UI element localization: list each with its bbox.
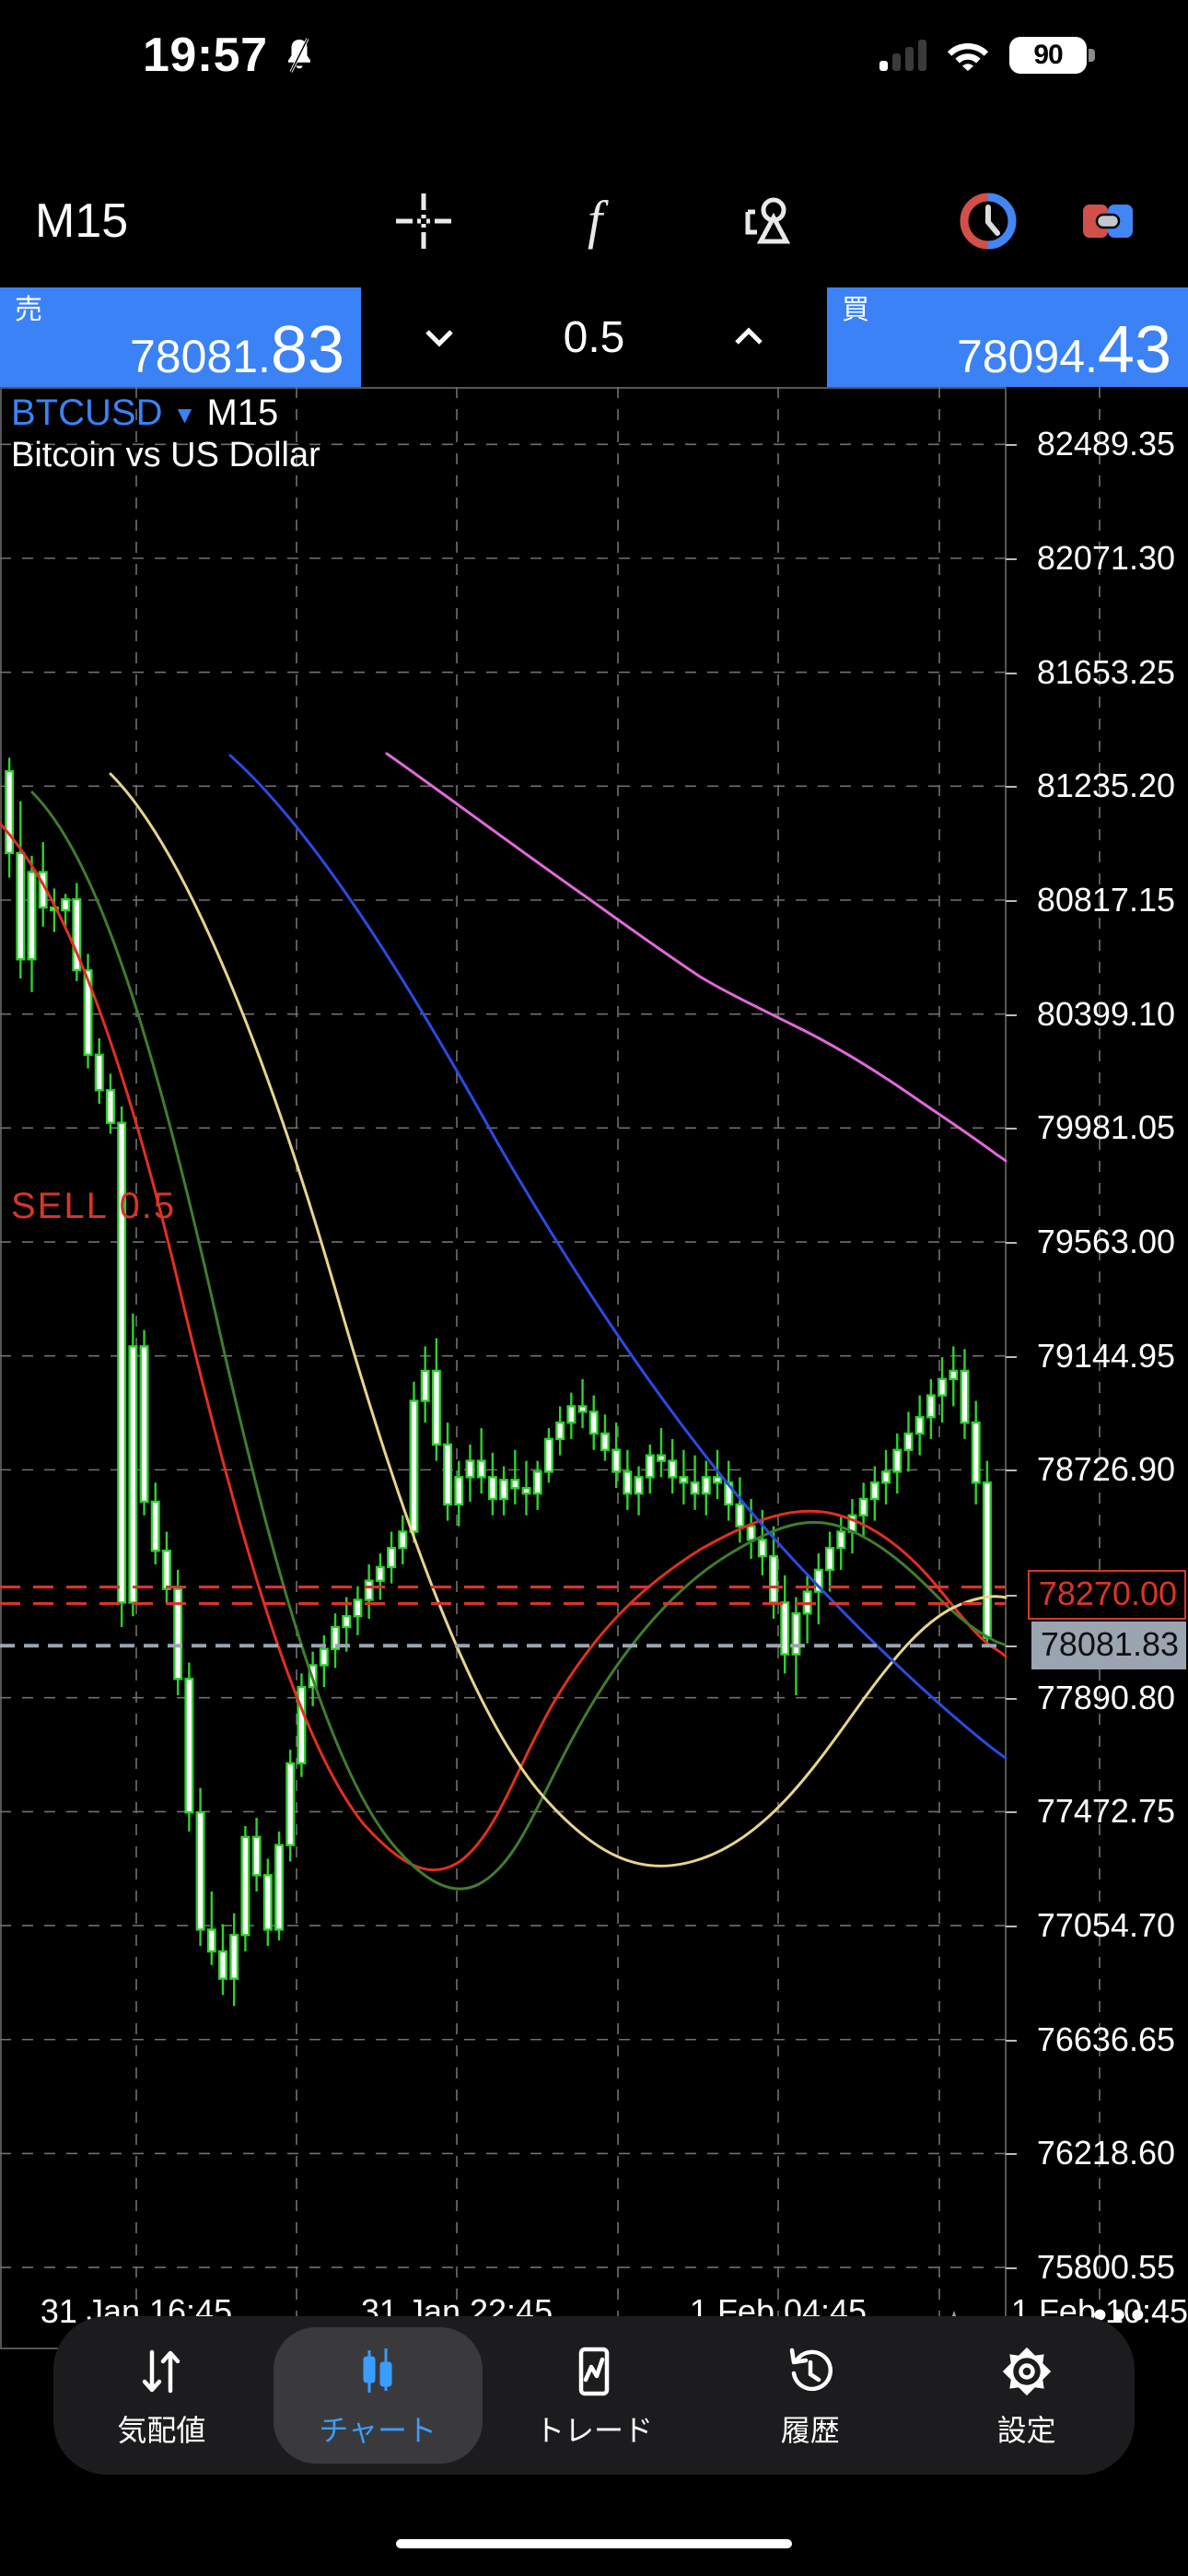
price-axis-tick-mark (1006, 2153, 1017, 2156)
quotes-arrows-icon (134, 2341, 188, 2398)
chevron-up-icon[interactable] (728, 316, 770, 358)
svg-text:f: f (588, 192, 609, 250)
status-bar-right: 90 (879, 37, 1095, 74)
price-axis-tick-mark (1006, 1926, 1017, 1928)
nav-item-trade[interactable]: トレード (490, 2327, 699, 2464)
volume-value[interactable]: 0.5 (563, 312, 625, 362)
nav-item-quotes[interactable]: 気配値 (57, 2327, 266, 2464)
price-axis-tick: 76636.65 (1036, 2020, 1175, 2058)
sell-label: 売 (15, 295, 42, 325)
volume-stepper: 0.5 (361, 287, 827, 387)
status-bar-left: 19:57 (143, 28, 318, 83)
home-indicator (396, 2539, 792, 2548)
price-axis-tick: 81653.25 (1036, 652, 1175, 691)
price-axis-tick-mark (1006, 900, 1017, 902)
price-axis-tick: 77890.80 (1036, 1678, 1175, 1716)
objects-icon[interactable] (730, 185, 802, 257)
ma-yellow (109, 772, 1007, 1868)
price-axis-tick: 76218.60 (1036, 2134, 1175, 2172)
nav-item-chart[interactable]: チャート (273, 2327, 483, 2464)
buy-button[interactable]: 買 78094.43 (827, 287, 1188, 387)
toolbar-right-group (952, 185, 1144, 257)
price-axis-tick: 79981.05 (1036, 1108, 1175, 1147)
price-axis-tick: 78726.90 (1036, 1450, 1175, 1489)
price-axis-tick-mark (1006, 672, 1017, 674)
price-axis-tick-mark (1006, 444, 1017, 447)
nav-label-trade: トレード (534, 2414, 653, 2447)
sell-price-dec: 83 (270, 313, 344, 387)
price-axis-tick: 79563.00 (1036, 1223, 1175, 1261)
wifi-icon (947, 40, 989, 71)
price-axis-tick-mark (1006, 2267, 1017, 2270)
crosshair-icon[interactable] (388, 185, 460, 257)
buy-price-dec: 43 (1097, 313, 1171, 387)
price-axis-tick-mark (1006, 2039, 1017, 2042)
chevron-down-icon[interactable] (418, 316, 460, 358)
quote-bar: 売 78081.83 0.5 買 78094.43 (0, 287, 1188, 387)
timeframe-label[interactable]: M15 (35, 194, 129, 248)
sell-price-int: 78081. (129, 331, 271, 382)
candlestick-chart-icon (351, 2341, 404, 2398)
nav-label-quotes: 気配値 (117, 2414, 206, 2447)
price-axis-tick: 80817.15 (1036, 881, 1175, 919)
nav-item-settings[interactable]: 設定 (922, 2327, 1131, 2464)
function-f-icon[interactable]: f (559, 185, 631, 257)
current-bid-badge: 78081.83 (1031, 1622, 1186, 1670)
ma-red (0, 821, 1007, 1872)
ma-magenta (385, 752, 1007, 1163)
price-axis-tick-mark (1006, 1697, 1017, 1700)
status-time: 19:57 (143, 29, 268, 82)
chart-canvas[interactable] (0, 387, 1188, 2349)
price-axis-tick-mark (1006, 1242, 1017, 1245)
nav-label-history: 履歴 (780, 2414, 840, 2447)
price-axis-tick: 82071.30 (1036, 538, 1175, 577)
history-clock-icon (784, 2341, 837, 2398)
price-chart[interactable]: BTCUSD ▼ M15 Bitcoin vs US Dollar SELL 0… (0, 387, 1188, 2349)
trade-phone-icon (567, 2341, 621, 2398)
price-axis-tick: 79144.95 (1036, 1336, 1175, 1375)
price-axis-tick-mark (1006, 1469, 1017, 1472)
gear-settings-icon (1000, 2341, 1054, 2398)
price-axis-tick: 80399.10 (1036, 994, 1175, 1033)
price-axis-tick-mark (1006, 1355, 1017, 1358)
buy-label: 買 (842, 295, 869, 325)
cellular-signal-icon (879, 40, 926, 71)
price-axis-tick: 77472.75 (1036, 1792, 1175, 1831)
price-axis-tick-mark (1006, 786, 1017, 789)
price-axis-tick-mark (1006, 1013, 1017, 1016)
ma-green (30, 790, 1007, 1891)
price-axis-tick: 81235.20 (1036, 767, 1175, 805)
sell-position-label[interactable]: SELL 0.5 (11, 1186, 177, 1226)
status-bar: 19:57 90 (0, 0, 1188, 111)
buy-price-int: 78094. (956, 331, 1098, 382)
sell-button[interactable]: 売 78081.83 (0, 287, 361, 387)
battery-level: 90 (1033, 40, 1063, 70)
clock-pending-order-icon[interactable] (952, 185, 1024, 257)
ma-blue (228, 754, 1007, 1760)
chart-toolbar: M15 f (0, 161, 1188, 281)
price-axis-tick-mark (1006, 1645, 1017, 1648)
price-axis[interactable]: 82489.35 82071.30 81653.25 81235.20 80817.15… (1006, 387, 1188, 2349)
price-axis-tick: 82489.35 (1036, 425, 1175, 463)
sell-open-price-badge: 78270.00 (1027, 1569, 1186, 1620)
price-axis-tick-mark (1006, 1128, 1017, 1130)
buy-price: 78094.43 (957, 317, 1171, 383)
new-order-icon[interactable] (1072, 185, 1144, 257)
bell-muted-icon (281, 35, 318, 76)
nav-item-history[interactable]: 履歴 (705, 2327, 914, 2464)
sell-price: 78081.83 (130, 317, 344, 383)
price-axis-tick: 77054.70 (1036, 1906, 1175, 1945)
price-axis-tick: 75800.55 (1036, 2248, 1175, 2287)
battery-icon: 90 (1009, 37, 1095, 74)
price-axis-tick-mark (1006, 557, 1017, 560)
bottom-navigation: 気配値 チャート トレード (53, 2316, 1135, 2475)
price-axis-tick-mark (1006, 1594, 1017, 1597)
nav-label-chart: チャート (319, 2414, 437, 2447)
nav-label-settings: 設定 (996, 2414, 1056, 2447)
toolbar-center-group: f (238, 185, 952, 257)
price-axis-tick-mark (1006, 1811, 1017, 1814)
